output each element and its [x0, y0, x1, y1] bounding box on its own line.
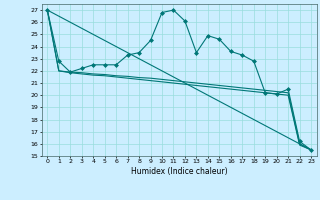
- X-axis label: Humidex (Indice chaleur): Humidex (Indice chaleur): [131, 167, 228, 176]
